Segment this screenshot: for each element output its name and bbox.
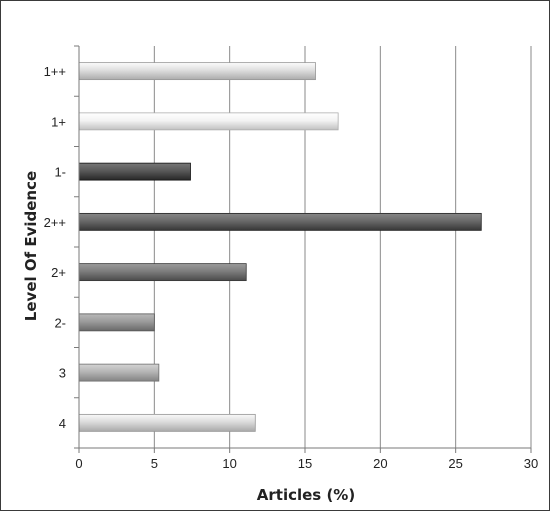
y-tick-label-2++: 2++ <box>44 215 66 230</box>
bar-1- <box>78 162 191 181</box>
x-tick-label-15: 15 <box>298 456 312 471</box>
y-tick-labels: 1++ 1+ 1- 2++ 2+ 2- 3 4 <box>44 64 66 431</box>
y-tick-label-1-: 1- <box>54 165 66 180</box>
axes <box>74 45 532 453</box>
x-axis-title: Articles (%) <box>257 486 355 504</box>
gridlines <box>153 46 532 448</box>
y-tick-label-2+: 2+ <box>51 265 66 280</box>
y-tick-label-1++: 1++ <box>44 64 66 79</box>
bar-2- <box>78 313 155 332</box>
y-tick-label-1+: 1+ <box>51 114 66 129</box>
x-tick-label-25: 25 <box>448 456 462 471</box>
y-axis-title: Level Of Evidence <box>22 171 40 321</box>
x-tick-label-5: 5 <box>151 456 158 471</box>
bar-1+ <box>78 112 339 131</box>
y-tick-label-3: 3 <box>59 366 66 381</box>
x-tick-label-30: 30 <box>524 456 538 471</box>
x-tick-label-20: 20 <box>373 456 387 471</box>
bar-4 <box>78 413 256 432</box>
y-tick-label-2-: 2- <box>54 315 66 330</box>
bar-2++ <box>78 212 482 231</box>
bars <box>78 62 482 432</box>
bar-1++ <box>78 62 316 81</box>
x-tick-labels: 0 5 10 15 20 25 30 <box>75 456 538 471</box>
y-tick-label-4: 4 <box>59 416 66 431</box>
bar-2+ <box>78 263 247 282</box>
bar-3 <box>78 363 160 382</box>
x-tick-label-10: 10 <box>222 456 236 471</box>
x-tick-label-0: 0 <box>75 456 82 471</box>
